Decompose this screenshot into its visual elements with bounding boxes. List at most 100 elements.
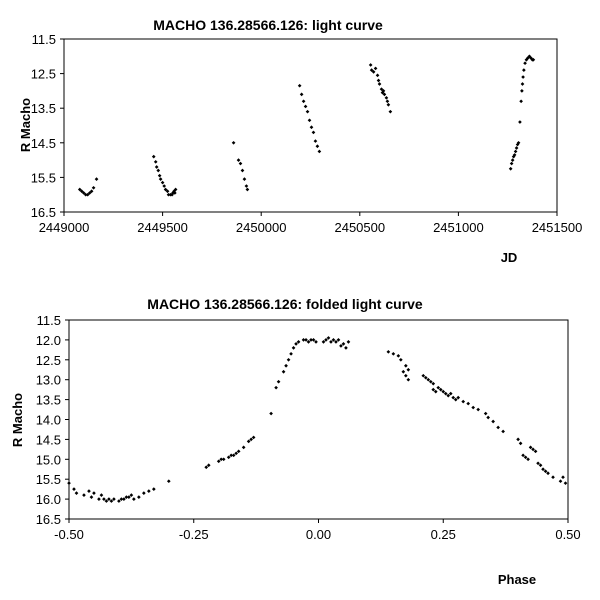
data-point — [384, 95, 389, 100]
y-tick-label: 16.5 — [31, 205, 56, 220]
y-tick-label: 11.5 — [32, 32, 56, 47]
data-point — [206, 463, 211, 468]
data-point — [391, 351, 396, 356]
data-point — [516, 437, 520, 442]
data-point — [236, 449, 241, 454]
data-point — [296, 340, 301, 344]
data-point — [399, 357, 403, 362]
data-point — [315, 144, 320, 149]
data-point — [236, 158, 241, 162]
data-point — [543, 469, 548, 474]
data-point — [304, 338, 308, 342]
data-point — [436, 385, 441, 390]
data-point — [376, 78, 381, 83]
data-point — [520, 89, 524, 93]
data-point — [142, 491, 146, 495]
data-point — [510, 158, 515, 162]
data-point — [204, 465, 209, 470]
x-axis-label: Phase — [498, 572, 536, 587]
data-point — [301, 99, 306, 104]
data-point — [238, 161, 243, 166]
data-point — [386, 350, 391, 354]
data-point — [97, 497, 101, 501]
data-point — [426, 377, 431, 382]
data-point — [331, 338, 336, 342]
data-point — [216, 459, 221, 464]
data-point — [122, 497, 126, 501]
data-point — [377, 82, 382, 86]
data-point — [234, 451, 238, 456]
y-ticks: 11.5 12.0 12.5 13.0 13.5 14.0 14.5 15.0 15.5 16.0… — [36, 313, 69, 527]
data-point — [563, 481, 568, 486]
data-point — [514, 146, 519, 150]
data-point — [85, 192, 90, 197]
data-point — [297, 83, 302, 88]
y-tick-label: 16.0 — [36, 492, 61, 507]
data-point — [321, 340, 326, 344]
data-point — [558, 479, 563, 484]
data-point — [163, 187, 168, 192]
data-point — [433, 389, 438, 394]
x-tick-label: 2449500 — [137, 220, 188, 235]
y-axis-label: R Macho — [18, 98, 33, 152]
data-point — [326, 336, 331, 340]
y-ticks: 11.5 12.5 13.5 14.5 15.5 16.5 — [31, 32, 64, 220]
y-tick-label: 14.0 — [36, 413, 61, 428]
data-point — [541, 467, 545, 472]
data-point — [219, 457, 224, 462]
data-point — [276, 379, 281, 384]
plot-area-frame — [68, 319, 569, 520]
y-tick-label: 15.5 — [31, 170, 56, 185]
data-point — [371, 70, 376, 74]
data-point — [284, 363, 288, 368]
data-point — [396, 353, 401, 358]
data-point — [339, 344, 343, 348]
data-point — [406, 367, 411, 372]
data-point — [491, 419, 495, 424]
data-point — [241, 445, 246, 450]
data-point — [92, 491, 96, 495]
data-point — [158, 177, 163, 181]
data-point — [423, 375, 428, 380]
data-point — [314, 340, 318, 344]
data-point — [486, 415, 490, 420]
data-point — [231, 453, 236, 458]
data-point — [72, 487, 76, 491]
data-point — [129, 493, 134, 497]
data-point — [344, 346, 348, 350]
y-tick-label: 12.5 — [31, 67, 56, 82]
x-tick-label: 2449000 — [39, 220, 90, 235]
y-tick-label: 13.5 — [31, 101, 56, 116]
data-point — [281, 369, 286, 374]
data-point — [523, 61, 527, 66]
x-ticks: 2449000 2449500 2450000 2450500 2451000 24515… — [39, 212, 582, 235]
data-point — [403, 363, 408, 368]
data-point — [67, 481, 71, 486]
y-tick-label: 12.5 — [36, 353, 61, 368]
y-tick-label: 16.5 — [36, 512, 61, 527]
data-point — [519, 99, 523, 104]
data-point — [518, 120, 522, 124]
data-point — [375, 73, 380, 78]
data-point — [74, 491, 79, 495]
data-point — [229, 453, 234, 458]
data-point — [299, 92, 304, 97]
y-tick-label: 15.5 — [36, 472, 61, 487]
x-tick-label: -0.50 — [54, 527, 84, 542]
data-point — [87, 489, 91, 493]
y-tick-label: 12.0 — [36, 333, 61, 348]
data-point — [471, 405, 476, 410]
data-point — [309, 338, 313, 342]
data-point — [166, 479, 171, 484]
x-tick-label: 2451000 — [433, 220, 484, 235]
data-point — [317, 149, 322, 154]
data-point — [461, 399, 466, 404]
data-point — [137, 495, 141, 499]
x-ticks: -0.50 -0.25 0.00 0.25 0.50 — [54, 519, 581, 542]
data-point — [453, 397, 458, 402]
data-point — [373, 66, 378, 71]
data-point — [533, 449, 538, 454]
y-tick-label: 15.0 — [36, 452, 61, 467]
data-point — [448, 391, 453, 396]
data-point — [104, 499, 109, 503]
